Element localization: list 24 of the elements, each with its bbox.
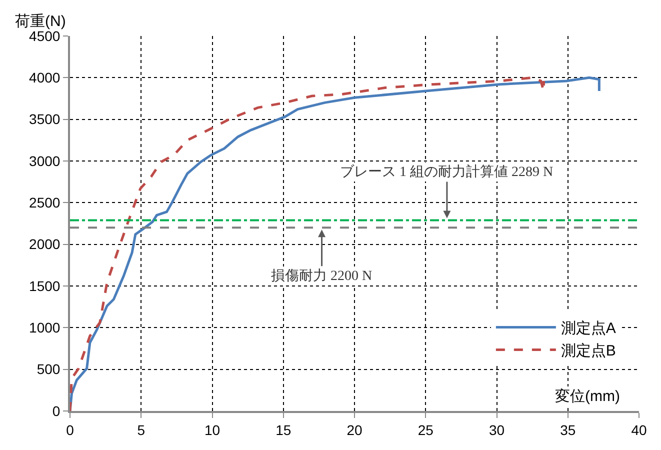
x-tick-label: 20 bbox=[346, 422, 362, 438]
y-tick-label: 0 bbox=[52, 402, 60, 419]
x-tick-label: 30 bbox=[488, 422, 505, 438]
y-tick-label: 2500 bbox=[29, 194, 60, 211]
y-tick-label: 1500 bbox=[29, 278, 60, 294]
x-tick-label: 15 bbox=[276, 422, 292, 438]
y-tick-label: 4000 bbox=[29, 70, 60, 86]
y-axis-title: 荷重(N) bbox=[15, 13, 66, 30]
legend-label: 測定点B bbox=[560, 342, 616, 360]
annotation: ブレース 1 組の耐力計算値 2289 N bbox=[340, 164, 554, 180]
y-tick-label: 2000 bbox=[29, 236, 60, 252]
x-tick-label: 10 bbox=[204, 422, 220, 438]
y-tick-label: 500 bbox=[36, 361, 60, 378]
y-tick-label: 3500 bbox=[29, 111, 60, 128]
y-tick-label: 1000 bbox=[29, 320, 60, 336]
annotation: 損傷耐力 2200 N bbox=[271, 268, 372, 284]
x-tick-label: 35 bbox=[560, 422, 576, 438]
x-axis-title: 変位(mm) bbox=[555, 388, 620, 405]
y-tick-label: 3000 bbox=[29, 152, 60, 169]
x-tick-label: 25 bbox=[418, 422, 434, 438]
x-tick-label: 0 bbox=[66, 422, 74, 438]
x-tick-label: 40 bbox=[631, 422, 647, 438]
x-tick-label: 5 bbox=[137, 422, 146, 438]
legend-label: 測定点A bbox=[560, 320, 616, 338]
